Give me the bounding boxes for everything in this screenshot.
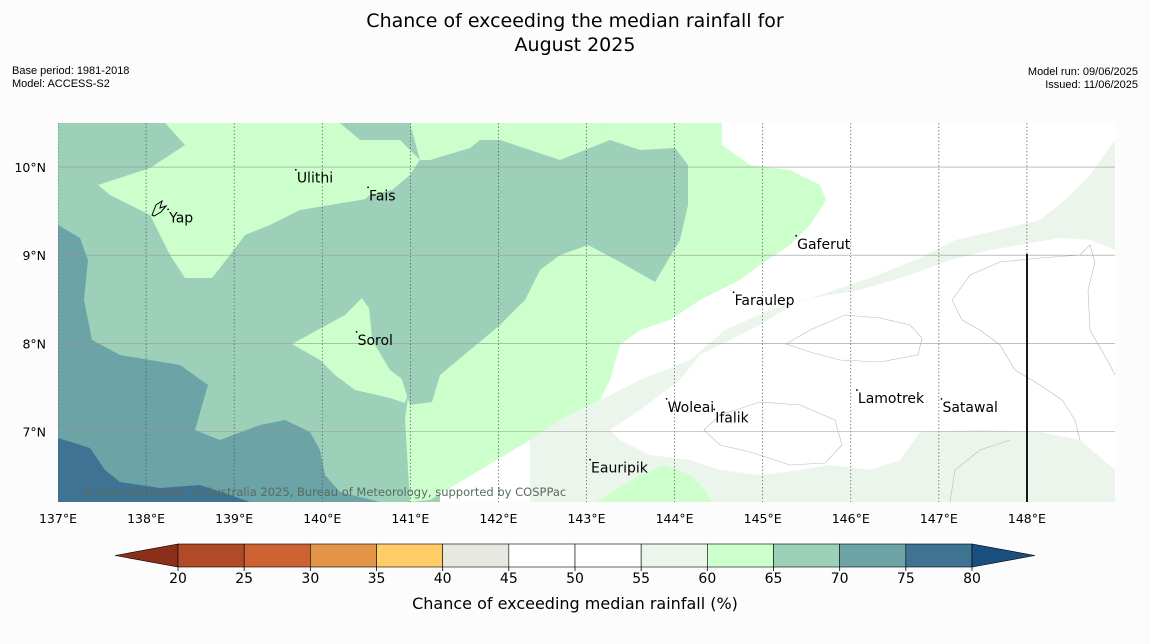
- place-marker: [589, 458, 591, 461]
- band-75-80: [58, 225, 380, 502]
- colorbar-label: Chance of exceeding median rainfall (%): [412, 594, 738, 613]
- contour-loop-north: [785, 314, 923, 363]
- band-80-plus: [58, 438, 250, 502]
- place-label-yap: Yap: [168, 210, 193, 226]
- longitude-tick-label: 142°E: [479, 511, 517, 526]
- place-marker: [167, 208, 170, 211]
- colorbar-tick-label: 55: [632, 571, 650, 587]
- place-marker: [713, 408, 716, 411]
- place-labels: Yap Ulithi Fais Gaferut Faraulep Sorol WoleaiI…: [167, 168, 998, 477]
- longitude-tick-label: 145°E: [744, 511, 782, 526]
- band-60-65-west: [98, 123, 420, 278]
- place-marker: [732, 291, 735, 294]
- place-marker: [795, 234, 798, 237]
- latitude-labels: 10°N 9°N 8°N 7°N: [14, 160, 46, 439]
- place-label-ifalik: Ifalik: [715, 410, 749, 426]
- place-label-woleai: Woleai: [668, 400, 715, 416]
- colorbar-tick-label: 65: [765, 571, 783, 587]
- colorbar-tick-label: 20: [169, 571, 187, 587]
- longitude-tick-label: 140°E: [303, 511, 341, 526]
- colorbar: 20 25 30 35 40 45 50 55 60 65 70 75 80: [114, 543, 1036, 587]
- colorbar-tick-label: 40: [434, 571, 452, 587]
- meta-right: Model run: 09/06/2025 Issued: 11/06/2025: [1028, 66, 1138, 92]
- longitude-tick-label: 146°E: [832, 511, 870, 526]
- latitude-tick-label: 9°N: [22, 248, 46, 263]
- band-60-65-south: [596, 465, 712, 502]
- contour-loop-south: [703, 401, 843, 466]
- place-marker: [367, 186, 369, 189]
- colorbar-segment: [508, 543, 576, 568]
- place-marker: [940, 397, 943, 400]
- colorbar-extend-high: [971, 543, 1036, 568]
- place-marker: [856, 389, 858, 391]
- base-period: Base period: 1981-2018: [12, 65, 130, 77]
- contour-line-east: [951, 244, 1115, 376]
- colorbar-tick-label: 75: [897, 571, 915, 587]
- longitude-tick-label: 148°E: [1008, 511, 1046, 526]
- yap-island-outline: [151, 199, 168, 217]
- place-marker: [665, 397, 668, 400]
- longitude-tick-label: 141°E: [391, 511, 429, 526]
- longitude-tick-label: 144°E: [656, 511, 694, 526]
- longitude-tick-label: 138°E: [127, 511, 165, 526]
- colorbar-segment: [905, 543, 973, 568]
- place-label-sorol: Sorol: [358, 333, 393, 349]
- longitude-tick-label: 147°E: [920, 511, 958, 526]
- colorbar-extend-low: [114, 543, 179, 568]
- meta-left: Base period: 1981-2018 Model: ACCESS-S2: [12, 65, 129, 91]
- place-label-lamotrek: Lamotrek: [858, 391, 925, 407]
- colorbar-segment: [442, 543, 510, 568]
- longitude-tick-label: 139°E: [215, 511, 253, 526]
- place-label-ulithi: Ulithi: [297, 171, 333, 187]
- place-label-satawal: Satawal: [942, 400, 997, 416]
- colorbar-tick-label: 45: [500, 571, 518, 587]
- colorbar-segment: [376, 543, 443, 568]
- longitude-tick-label: 143°E: [567, 511, 605, 526]
- colorbar-segment: [243, 543, 311, 568]
- longitude-tick-label: 137°E: [39, 511, 77, 526]
- colorbar-segment: [839, 543, 907, 568]
- contour-line-se: [949, 439, 1011, 502]
- colorbar-segment: [640, 543, 708, 568]
- latitude-tick-label: 10°N: [14, 160, 46, 175]
- place-label-fais: Fais: [369, 188, 396, 204]
- copyright-text: © Commonwealth of Australia 2025, Bureau…: [82, 485, 566, 499]
- colorbar-segment: [574, 543, 642, 568]
- colorbar-segment: [707, 543, 774, 568]
- colorbar-segment: [773, 543, 840, 568]
- band-60-65-north: [410, 123, 610, 160]
- map-title: Chance of exceeding the median rainfall …: [0, 9, 1150, 57]
- model-name: Model: ACCESS-S2: [12, 78, 110, 90]
- place-label-gaferut: Gaferut: [797, 237, 851, 253]
- contour-line-east-2: [951, 299, 1081, 441]
- place-label-faraulep: Faraulep: [735, 293, 795, 309]
- colorbar-tick-label: 60: [698, 571, 716, 587]
- issued-date: Issued: 11/06/2025: [1045, 79, 1138, 91]
- model-run: Model run: 09/06/2025: [1027, 66, 1138, 78]
- band-55-60: [530, 123, 1115, 502]
- colorbar-tick-label: 30: [301, 571, 319, 587]
- place-label-eauripik: Eauripik: [591, 461, 649, 477]
- place-marker: [355, 330, 358, 333]
- longitude-labels: 137°E 138°E 139°E 140°E 141°E 142°E 143°E 144°E…: [39, 511, 1046, 526]
- title-line-2: August 2025: [514, 34, 636, 56]
- colorbar-tick-label: 70: [831, 571, 849, 587]
- place-marker: [294, 168, 297, 171]
- colorbar-tick-label: 50: [566, 571, 584, 587]
- colorbar-tick-label: 25: [235, 571, 253, 587]
- colorbar-tick-label: 80: [963, 571, 981, 587]
- band-60-65-sorol: [292, 298, 410, 403]
- colorbar-segment: [177, 543, 245, 568]
- latitude-tick-label: 8°N: [22, 336, 46, 351]
- title-line-1: Chance of exceeding the median rainfall …: [366, 10, 784, 32]
- rainfall-map: [58, 123, 1115, 502]
- colorbar-segment: [310, 543, 377, 568]
- band-70-75-central: [320, 123, 688, 405]
- colorbar-tick-label: 35: [368, 571, 386, 587]
- latitude-tick-label: 7°N: [22, 424, 46, 439]
